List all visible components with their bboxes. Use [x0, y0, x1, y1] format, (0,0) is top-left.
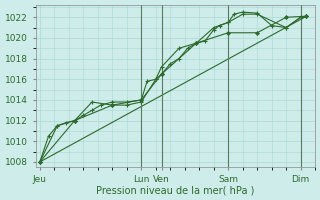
X-axis label: Pression niveau de la mer( hPa ): Pression niveau de la mer( hPa )	[96, 185, 254, 195]
